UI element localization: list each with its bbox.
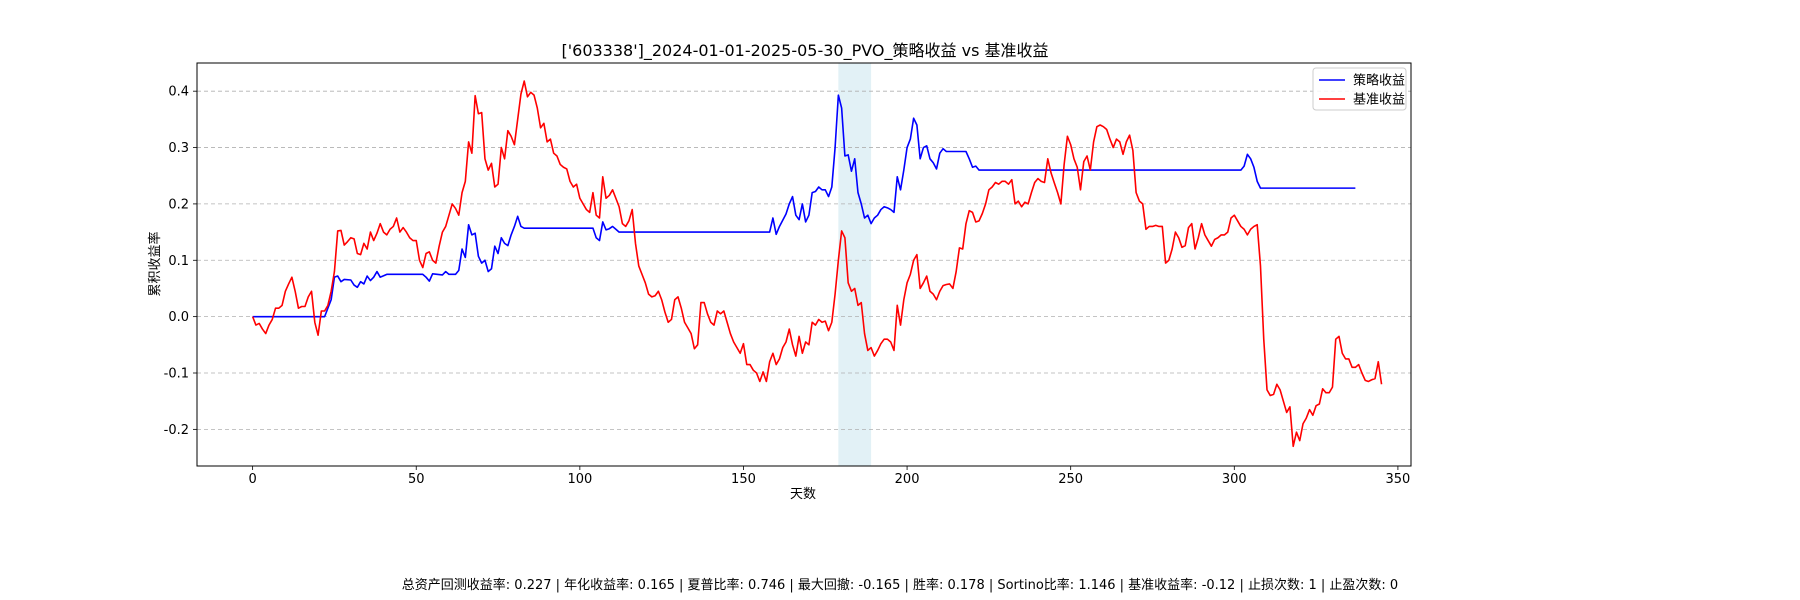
chart-title: ['603338']_2024-01-01-2025-05-30_PVO_策略收… xyxy=(562,41,1049,61)
x-tick-label: 0 xyxy=(248,472,256,487)
plot-frame xyxy=(196,62,1412,467)
y-tick-label: 0.2 xyxy=(168,197,189,212)
y-tick-label: 0.1 xyxy=(168,254,189,269)
legend-label: 基准收益 xyxy=(1353,93,1405,108)
x-tick-label: 350 xyxy=(1385,472,1410,487)
x-tick-label: 150 xyxy=(731,472,756,487)
y-tick-label: 0.4 xyxy=(168,85,189,100)
y-axis-label: 累积收益率 xyxy=(147,231,163,296)
metrics-summary: 总资产回测收益率: 0.227 | 年化收益率: 0.165 | 夏普比率: 0… xyxy=(401,578,1399,593)
y-tick-label: -0.1 xyxy=(164,367,189,382)
legend-label: 策略收益 xyxy=(1353,73,1405,89)
x-tick-label: 50 xyxy=(408,472,425,487)
x-tick-label: 100 xyxy=(567,472,592,487)
y-tick-label: 0.0 xyxy=(168,310,189,325)
series-line-strategy xyxy=(252,94,1356,318)
series-line-benchmark xyxy=(251,80,1383,448)
y-tick-label: 0.3 xyxy=(168,141,189,156)
x-axis-label: 天数 xyxy=(790,487,816,502)
x-tick-label: 200 xyxy=(895,472,920,487)
x-tick-label: 250 xyxy=(1058,472,1083,487)
plot-area: -0.2 -0.1 0.0 0.1 0.2 0.3 0.4 0 50 100 150 200 250 30… xyxy=(164,62,1412,487)
y-tick-label: -0.2 xyxy=(164,423,189,438)
x-tick-label: 300 xyxy=(1222,472,1247,487)
